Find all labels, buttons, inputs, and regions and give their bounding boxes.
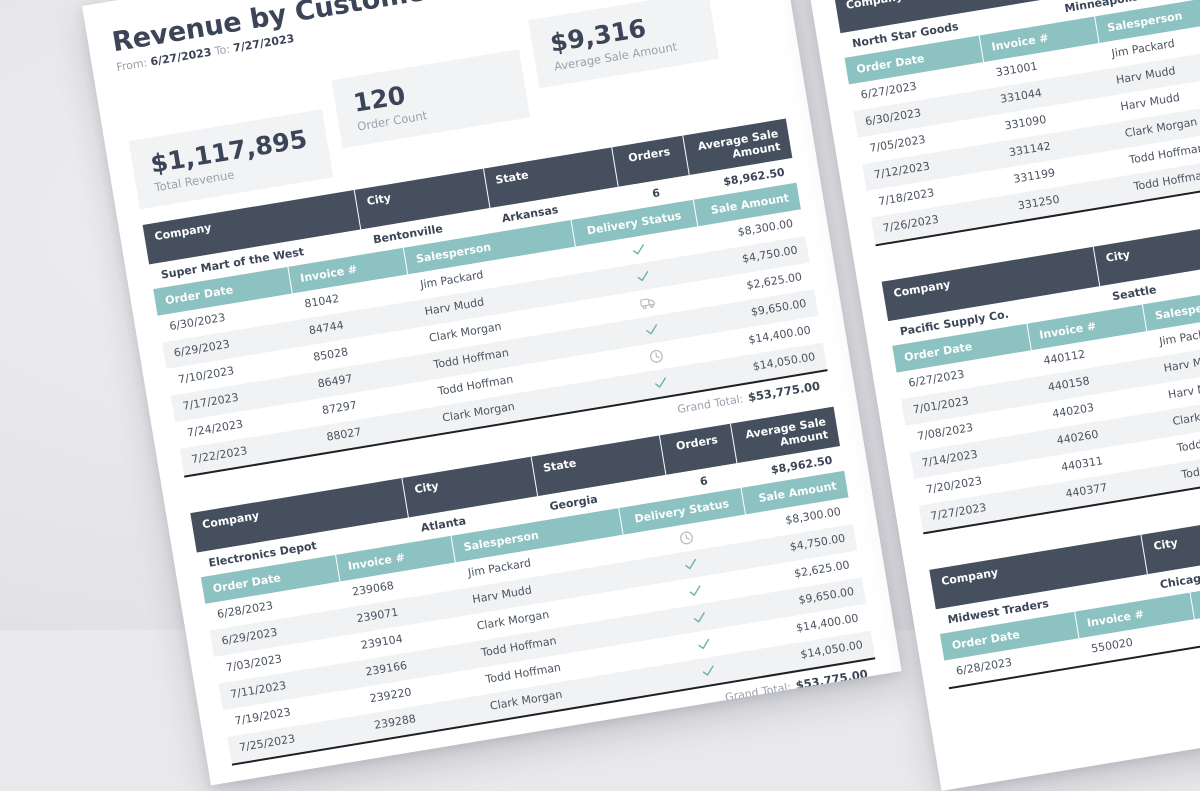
check-icon bbox=[687, 583, 704, 600]
grand-total-label: Grand Total: bbox=[676, 392, 745, 417]
group-table-list-page-1: Company City State Orders Average Sale Amoun… bbox=[142, 118, 881, 786]
cell-delivery-status bbox=[593, 333, 720, 380]
kpi-card-order-count: 120 Order Count bbox=[331, 49, 531, 149]
cell-delivery-status bbox=[628, 541, 755, 588]
cell-delivery-status bbox=[632, 568, 759, 615]
cell-delivery-status bbox=[598, 360, 725, 407]
grand-total-value: $53,775.00 bbox=[747, 378, 822, 405]
check-icon bbox=[635, 268, 652, 285]
check-icon bbox=[696, 636, 713, 653]
table-row[interactable]: 6/29/2023 239071 Harv Mudd $4,750.00 bbox=[209, 524, 858, 658]
check-icon bbox=[644, 321, 661, 338]
truck-icon bbox=[639, 295, 657, 312]
date-from-label: From: bbox=[115, 56, 149, 75]
cell-delivery-status bbox=[576, 227, 703, 274]
table-row[interactable]: 6/30/2023 81042 Jim Packard $8,300.00 bbox=[157, 209, 806, 343]
clock-icon bbox=[648, 348, 665, 365]
grand-total-label: Grand Total: bbox=[724, 680, 793, 705]
check-icon bbox=[652, 375, 669, 392]
table-row[interactable]: 6/29/2023 84744 Harv Mudd $4,750.00 bbox=[162, 236, 810, 370]
cell-delivery-status bbox=[585, 280, 712, 327]
cell-delivery-status bbox=[637, 595, 764, 642]
cell-delivery-status bbox=[589, 307, 716, 354]
table-row[interactable]: 6/28/2023 239068 Jim Packard $8,300.00 bbox=[205, 497, 854, 631]
check-icon bbox=[691, 609, 708, 626]
table-row[interactable]: 7/03/2023 239104 Clark Morgan $2,625.00 bbox=[214, 550, 862, 685]
table-row[interactable]: 7/22/2023 88027 Clark Morgan $14,050.00 bbox=[179, 342, 828, 476]
kpi-card-average-sale-amount: $9,316 Average Sale Amount bbox=[528, 0, 720, 89]
table-row[interactable]: 7/11/2023 239166 Todd Hoffman $9,650.00 bbox=[218, 577, 867, 711]
table-row[interactable]: 7/10/2023 85028 Clark Morgan $2,625.00 bbox=[166, 262, 815, 396]
clock-icon bbox=[678, 529, 695, 546]
cell-delivery-status bbox=[580, 253, 707, 300]
table-row[interactable]: 7/24/2023 87297 Todd Hoffman $14,400.00 bbox=[175, 316, 823, 450]
check-icon bbox=[630, 241, 647, 258]
report-page-1: Revenue by Customer From: 6/27/2023 To: … bbox=[82, 0, 902, 786]
table-row[interactable]: 7/17/2023 86497 Todd Hoffman $9,650.00 bbox=[170, 289, 819, 423]
grand-total-value: $53,775.00 bbox=[794, 666, 869, 693]
check-icon bbox=[700, 663, 717, 680]
kpi-card-total-revenue: $1,117,895 Total Revenue bbox=[128, 109, 334, 210]
date-to-label: To: bbox=[213, 42, 231, 58]
cell-delivery-status bbox=[623, 515, 750, 562]
check-icon bbox=[683, 556, 700, 573]
